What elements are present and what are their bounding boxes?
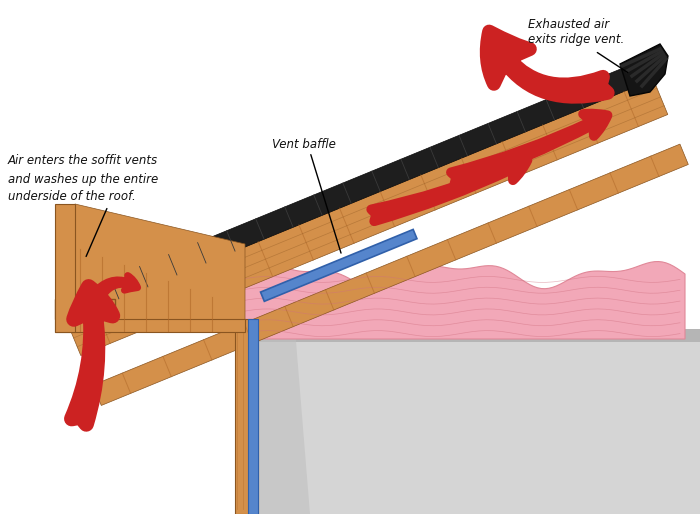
Polygon shape bbox=[58, 59, 653, 320]
Polygon shape bbox=[258, 329, 310, 514]
Polygon shape bbox=[55, 319, 245, 332]
Text: Vent baffle: Vent baffle bbox=[272, 138, 336, 151]
Polygon shape bbox=[93, 144, 688, 406]
Polygon shape bbox=[75, 204, 245, 332]
Polygon shape bbox=[248, 319, 258, 514]
Polygon shape bbox=[260, 229, 417, 301]
Polygon shape bbox=[235, 262, 685, 339]
Polygon shape bbox=[258, 329, 700, 514]
Polygon shape bbox=[55, 299, 115, 319]
Polygon shape bbox=[66, 79, 668, 356]
Text: Air enters the soffit vents
and washes up the entire
underside of the roof.: Air enters the soffit vents and washes u… bbox=[8, 155, 158, 204]
Text: Exhausted air
exits ridge vent.: Exhausted air exits ridge vent. bbox=[528, 18, 624, 46]
Polygon shape bbox=[620, 44, 668, 96]
Polygon shape bbox=[55, 204, 75, 332]
Polygon shape bbox=[258, 329, 700, 342]
Polygon shape bbox=[235, 319, 258, 514]
